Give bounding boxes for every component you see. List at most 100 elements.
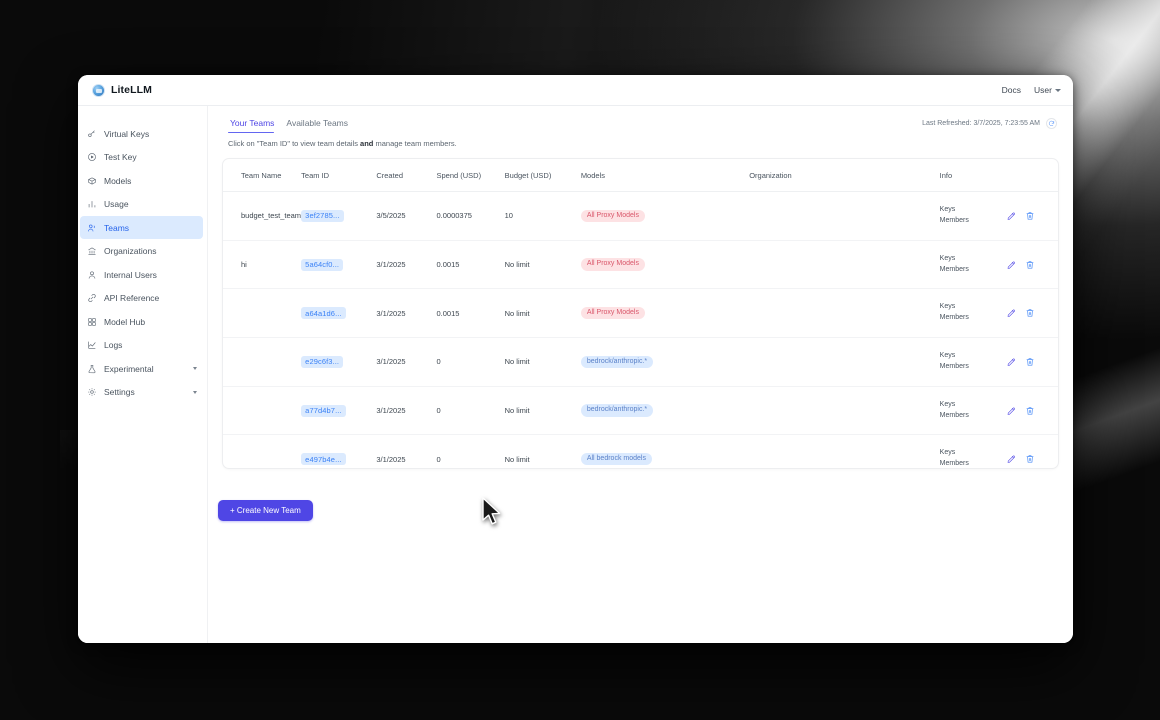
edit-team-button[interactable]: [1006, 406, 1016, 416]
docs-link[interactable]: Docs: [1001, 85, 1022, 95]
cell-info: Keys Members: [939, 386, 1006, 436]
info-keys-label[interactable]: Keys: [939, 400, 956, 408]
refresh-icon[interactable]: [1046, 118, 1057, 129]
column-header-team-id: Team ID: [301, 159, 377, 192]
key-icon: [87, 129, 97, 139]
delete-team-button[interactable]: [1025, 260, 1035, 270]
team-id-link[interactable]: e29c6f3...: [301, 355, 344, 368]
column-header-budget-usd: Budget (USD): [504, 159, 581, 192]
info-keys-label[interactable]: Keys: [939, 206, 956, 213]
info-members-label[interactable]: Members: [939, 362, 969, 370]
delete-team-button[interactable]: [1025, 211, 1035, 221]
cell-actions: [1005, 191, 1058, 241]
cell-info: Keys Members: [939, 337, 1006, 387]
team-id-link[interactable]: a77d4b7...: [301, 404, 346, 417]
table-row: e497b4e... 3/1/2025 0 No limit All bedrock m…: [223, 434, 1058, 468]
edit-team-button[interactable]: [1006, 308, 1016, 318]
info-keys-label[interactable]: Keys: [939, 449, 956, 457]
top-navbar: LiteLLM Docs User: [78, 75, 1073, 106]
sidebar-item-label: Model Hub: [104, 316, 146, 327]
delete-team-button[interactable]: [1025, 454, 1035, 464]
table-header-row: Team Name Team ID Created Spend (USD) Budget…: [223, 159, 1058, 192]
sidebar-item-organizations[interactable]: Organizations: [80, 240, 203, 263]
sidebar-item-label: Organizations: [104, 246, 157, 256]
model-badge: bedrock/anthropic.*: [580, 355, 654, 369]
edit-team-button[interactable]: [1006, 211, 1016, 221]
edit-team-button[interactable]: [1006, 260, 1016, 270]
sidebar: Virtual Keys Test Key Models Usage Teams Orga…: [78, 106, 208, 643]
info-members-label[interactable]: Members: [939, 265, 969, 273]
sidebar-item-usage[interactable]: Usage: [80, 193, 203, 216]
delete-team-button[interactable]: [1025, 406, 1035, 416]
link-icon: [87, 293, 97, 303]
cell-spend: 0.0015: [436, 240, 505, 290]
create-new-team-button[interactable]: + Create New Team: [218, 500, 313, 521]
cell-team-id: a77d4b7...: [301, 386, 377, 436]
edit-team-button[interactable]: [1006, 357, 1016, 367]
cell-organization: [749, 386, 940, 436]
team-id-link[interactable]: a64a1d6...: [301, 307, 346, 320]
brand-logo[interactable]: LiteLLM: [92, 83, 152, 97]
user-menu[interactable]: User: [1034, 85, 1061, 95]
sidebar-item-logs[interactable]: Logs: [80, 334, 203, 357]
cell-created: 3/1/2025: [376, 288, 437, 339]
tab-available-teams[interactable]: Available Teams: [286, 118, 349, 128]
sidebar-item-label: Internal Users: [104, 269, 157, 280]
users-icon: [87, 223, 97, 233]
tab-your-teams[interactable]: Your Teams: [226, 118, 282, 134]
sidebar-item-label: Experimental: [104, 363, 154, 374]
teams-table: Team Name Team ID Created Spend (USD) Budget…: [223, 159, 1058, 468]
cell-team-id: 5a64cf0...: [301, 240, 377, 290]
info-keys-label[interactable]: Keys: [939, 254, 956, 262]
navbar-right: Docs User: [1002, 85, 1061, 95]
bar-chart-icon: [87, 199, 97, 209]
cell-actions: [1005, 240, 1058, 290]
sidebar-item-settings[interactable]: Settings: [80, 381, 203, 404]
team-id-link[interactable]: e497b4e...: [301, 453, 346, 466]
cell-team-name: [223, 337, 302, 387]
cell-budget: No limit: [504, 337, 581, 387]
help-text: Click on "Team ID" to view team details …: [228, 139, 1059, 148]
cell-spend: 0: [436, 337, 505, 387]
sidebar-item-model-hub[interactable]: Model Hub: [80, 310, 203, 333]
main-content: Your Teams Available Teams Last Refreshed…: [208, 106, 1073, 643]
sidebar-item-test-key[interactable]: Test Key: [80, 146, 203, 169]
info-keys-label[interactable]: Keys: [939, 303, 956, 311]
sidebar-item-internal-users[interactable]: Internal Users: [80, 263, 203, 286]
cell-budget: No limit: [504, 434, 581, 468]
delete-team-button[interactable]: [1025, 308, 1035, 318]
cell-team-id: e29c6f3...: [301, 337, 377, 387]
cell-models: All bedrock models: [580, 434, 750, 468]
grid-icon: [87, 317, 97, 327]
info-members-label[interactable]: Members: [939, 216, 969, 224]
sidebar-item-models[interactable]: Models: [80, 169, 203, 192]
table-row: hi 5a64cf0... 3/1/2025 0.0015 No limit All Pr…: [223, 240, 1058, 290]
sidebar-item-virtual-keys[interactable]: Virtual Keys: [80, 122, 203, 145]
info-keys-label[interactable]: Keys: [939, 352, 956, 360]
sidebar-item-teams[interactable]: Teams: [80, 216, 203, 239]
info-members-label[interactable]: Members: [939, 411, 969, 419]
info-members-label[interactable]: Members: [939, 460, 969, 468]
cell-organization: [749, 240, 940, 290]
sidebar-item-experimental[interactable]: Experimental: [80, 357, 203, 380]
cell-actions: [1005, 434, 1058, 468]
delete-team-button[interactable]: [1025, 357, 1035, 367]
cell-team-name: [223, 386, 302, 436]
info-members-label[interactable]: Members: [939, 314, 969, 322]
edit-team-button[interactable]: [1006, 454, 1016, 464]
cell-team-name: [223, 434, 302, 468]
team-id-link[interactable]: 5a64cf0...: [301, 258, 344, 271]
cell-budget: 10: [504, 191, 581, 241]
model-badge: All Proxy Models: [580, 209, 645, 223]
cell-actions: [1005, 386, 1058, 436]
team-id-link[interactable]: 3ef2785...: [301, 209, 344, 222]
model-badge: All Proxy Models: [580, 258, 645, 271]
cell-spend: 0.0015: [436, 288, 505, 339]
sidebar-item-label: Test Key: [104, 152, 137, 162]
cell-organization: [749, 434, 940, 468]
sidebar-item-label: Settings: [104, 387, 135, 397]
sidebar-item-label: Usage: [104, 199, 129, 209]
sidebar-item-api-reference[interactable]: API Reference: [80, 287, 203, 310]
flask-icon: [87, 364, 97, 374]
cell-created: 3/5/2025: [376, 191, 437, 241]
